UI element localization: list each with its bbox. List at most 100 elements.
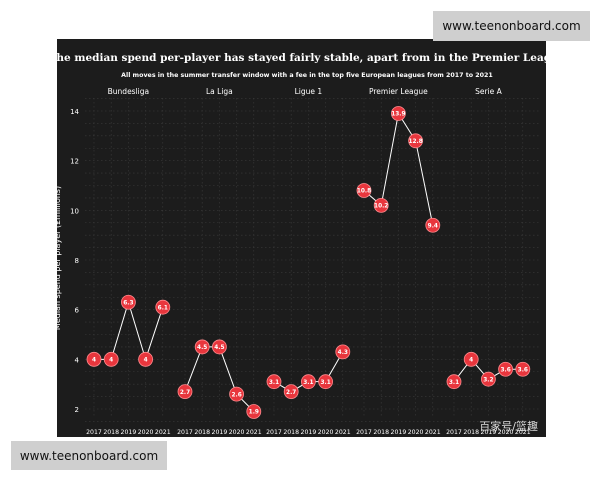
data-label: 3.1 [269,380,279,386]
data-point [446,374,462,390]
x-tick-label: 2021 [246,429,262,436]
chart-title: The median spend per-player has stayed f… [49,52,566,64]
x-tick-label: 2019 [212,429,228,436]
x-tick-label: 2018 [463,429,479,436]
data-point [155,299,171,315]
y-axis-label: Median spend per player (£millions) [53,186,62,330]
data-label: 3.6 [518,367,528,373]
data-point [390,106,406,121]
y-tick-label: 6 [75,307,80,315]
data-label: 3.1 [303,380,313,386]
data-point [246,404,262,419]
data-point [211,339,227,355]
caption-text: 百家号/篮趣 [479,420,538,433]
data-label: 3.6 [500,367,510,373]
y-tick-label: 14 [70,108,79,116]
data-point [283,384,299,400]
x-tick-label: 2018 [373,429,389,436]
facet-ligue-1: Ligue 1 2017 2018 2019 2020 2021 3.1 2.7 3.1 3.1 4… [266,87,351,436]
data-point [266,374,282,390]
x-tick-label: 2019 [481,429,497,436]
x-tick-label: 2019 [301,429,317,436]
x-tick-label: 2020 [138,429,154,436]
x-tick-label: 2020 [408,429,424,436]
data-label: 10.8 [357,189,371,195]
data-label: 4 [469,358,473,364]
y-tick-label: 10 [70,207,79,215]
data-point [120,294,136,310]
facet-la-liga: La Liga 2017 2018 2019 2020 2021 2.7 4.5 4.5 2.6 1… [177,87,262,436]
x-tick-label: 2021 [425,429,441,436]
facet-title: Premier League [369,87,428,96]
facet-serie-a: Serie A 2017 2018 2019 2020 2021 3.1 4 3.2 3.6 3.6 [446,87,531,436]
x-tick-label: 2017 [177,429,193,436]
x-tick-label: 2018 [103,429,119,436]
data-label: 4.3 [338,350,348,356]
data-point [335,344,351,360]
data-point [318,374,334,390]
data-point [463,351,479,367]
data-label: 2.6 [231,392,241,398]
x-tick-label: 2020 [229,429,245,436]
data-point [356,183,372,198]
y-tick-label: 2 [75,406,79,414]
facet-title: La Liga [206,87,233,96]
data-label: 2.7 [286,390,296,396]
facet-premier-league: Premier League 2017 2018 2019 2020 2021 10.8 10… [356,87,441,436]
x-tick-label: 2019 [121,429,137,436]
data-point [103,351,119,367]
data-point [498,361,514,377]
facet-title: Serie A [475,87,503,96]
data-point [425,217,441,233]
data-label: 3.1 [449,380,459,386]
data-label: 2.7 [180,390,190,396]
data-label: 4 [144,358,148,364]
data-point [138,351,154,367]
grid [85,98,540,422]
chart-panel [57,39,546,437]
data-label: 1.9 [249,410,259,416]
data-point [177,384,193,400]
x-tick-label: 2017 [356,429,372,436]
data-label: 13.9 [391,112,405,118]
data-label: 9.4 [428,223,438,229]
data-label: 4.5 [214,345,224,351]
x-tick-label: 2020 [318,429,334,436]
chart-subtitle: All moves in the summer transfer window … [121,72,493,79]
facet-title: Ligue 1 [295,87,323,96]
x-tick-label: 2021 [515,429,531,436]
data-point [515,361,531,377]
data-label: 6.3 [123,300,133,306]
data-point [194,339,210,355]
x-tick-label: 2018 [194,429,210,436]
facet-title: Bundesliga [108,87,149,96]
data-label: 12.8 [408,139,422,145]
data-point [373,197,389,213]
data-point [480,371,496,387]
data-point [86,351,102,367]
data-point [300,374,316,390]
data-point [408,133,424,149]
data-label: 6.1 [158,305,168,311]
data-label: 3.1 [320,380,330,386]
x-tick-label: 2020 [498,429,514,436]
x-tick-label: 2021 [155,429,171,436]
x-tick-label: 2017 [86,429,102,436]
x-tick-label: 2018 [283,429,299,436]
y-tick-label: 8 [75,257,79,265]
watermark-bottom: www.teenonboard.com [11,441,167,470]
y-tick-label: 12 [70,158,79,166]
data-point [229,386,245,402]
x-tick-label: 2017 [266,429,282,436]
x-tick-label: 2017 [446,429,462,436]
x-tick-label: 2021 [335,429,351,436]
data-label: 4.5 [197,345,207,351]
x-tick-label: 2019 [391,429,407,436]
y-tick-label: 4 [75,356,80,364]
data-label: 4 [92,358,96,364]
facet-bundesliga: Bundesliga 2017 2018 2019 2020 2021 4 4 6.3 4 6.1 [86,87,171,436]
data-label: 4 [109,358,113,364]
watermark-top: www.teenonboard.com [433,11,590,41]
